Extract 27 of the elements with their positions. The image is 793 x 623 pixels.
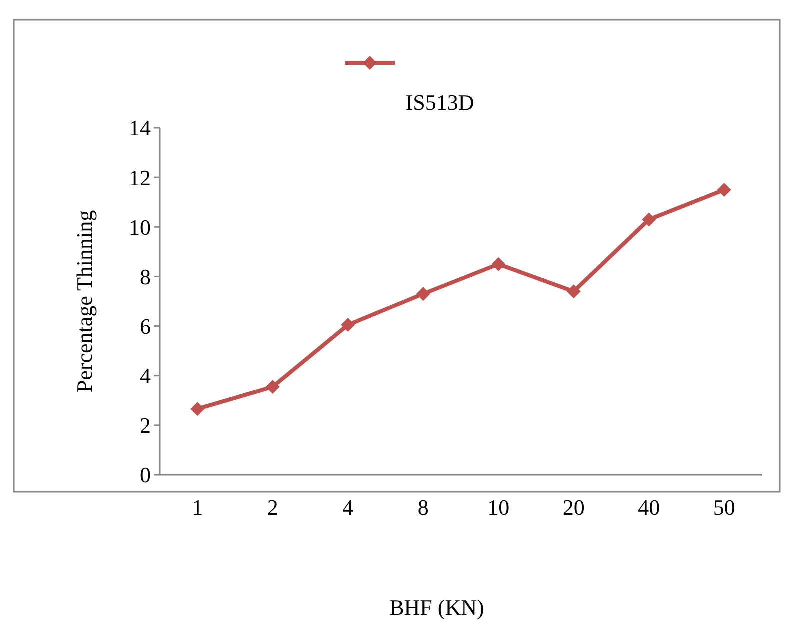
y-tick-label: 2 bbox=[140, 413, 151, 438]
x-tick-label: 20 bbox=[562, 495, 585, 520]
point bbox=[266, 380, 280, 394]
x-tick-label: 2 bbox=[267, 495, 278, 520]
x-axis-title: BHF (KN) bbox=[390, 595, 484, 620]
x-tick-label: 40 bbox=[638, 495, 660, 520]
y-tick-label: 4 bbox=[140, 364, 151, 389]
point bbox=[341, 318, 356, 332]
point bbox=[642, 212, 656, 227]
point bbox=[190, 402, 205, 416]
text: IS513D bbox=[406, 90, 474, 115]
x-tick-label: 50 bbox=[713, 495, 736, 520]
point bbox=[492, 257, 506, 272]
x-tick-label: 1 bbox=[192, 495, 204, 520]
y-axis-title: Percentage Thinning bbox=[72, 210, 97, 393]
x-tick-label: 10 bbox=[488, 495, 510, 520]
y-tick-label: 14 bbox=[129, 116, 151, 141]
y-tick-label: 12 bbox=[129, 165, 151, 190]
point bbox=[416, 287, 430, 302]
y-tick-label: 6 bbox=[140, 314, 151, 339]
y-tick-label: 8 bbox=[140, 264, 151, 290]
x-tick-label: 8 bbox=[418, 495, 429, 520]
point bbox=[566, 284, 581, 299]
y-tick-label: 10 bbox=[129, 214, 151, 240]
y-tick-label: 0 bbox=[140, 462, 151, 488]
x-tick-label: 4 bbox=[342, 495, 354, 520]
point bbox=[717, 182, 732, 197]
